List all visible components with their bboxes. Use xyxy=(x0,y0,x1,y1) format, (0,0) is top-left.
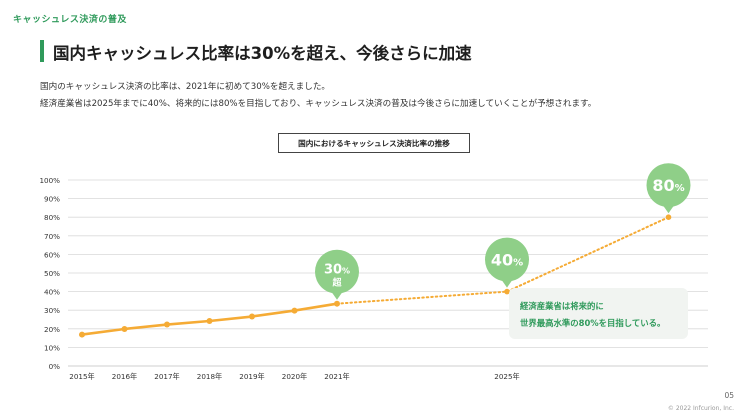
y-tick-label-0: 0% xyxy=(49,362,61,371)
bubble-40 xyxy=(485,237,529,282)
target-point-2 xyxy=(665,214,672,220)
bubble-sub-label-30: 超 xyxy=(331,277,342,289)
copyright: © 2022 Infcurion, Inc. xyxy=(667,405,734,412)
x-tick-label-2018: 2018年 xyxy=(197,372,222,381)
y-tick-label-30: 30% xyxy=(44,306,60,315)
x-tick-label-2019: 2019年 xyxy=(239,372,264,381)
y-tick-label-90: 90% xyxy=(44,195,60,204)
target-point-1 xyxy=(504,288,510,295)
bubble-label-40: 40% xyxy=(491,251,523,270)
page-number: 05 xyxy=(724,391,734,400)
y-tick-label-80: 80% xyxy=(44,213,60,222)
note-line-2: 世界最高水準の80%を目指している。 xyxy=(520,318,666,328)
y-tick-label-60: 60% xyxy=(44,250,60,259)
actual-point-2021 xyxy=(334,300,340,307)
actual-point-2018 xyxy=(206,317,213,324)
y-tick-label-40: 40% xyxy=(44,288,60,297)
bubble-30 xyxy=(315,249,359,294)
actual-point-2016 xyxy=(121,325,128,332)
chart-title: 国内におけるキャッシュレス決済比率の推移 xyxy=(278,133,470,153)
actual-point-2015 xyxy=(79,331,85,338)
y-tick-label-50: 50% xyxy=(44,269,60,278)
x-tick-label-2021: 2021年 xyxy=(324,372,349,381)
note-line-1: 経済産業省は将来的に xyxy=(520,301,604,311)
description-line-1: 国内のキャッシュレス決済の比率は、2021年に初めて30%を超えました。 xyxy=(40,82,331,92)
bubble-80 xyxy=(646,163,691,208)
note-box: 経済産業省は将来的に 世界最高水準の80%を目指している。 xyxy=(509,288,688,339)
bubble-label-80: 80% xyxy=(652,176,684,195)
section-label: キャッシュレス決済の普及 xyxy=(13,15,127,25)
x-tick-label-2015: 2015年 xyxy=(69,372,94,381)
y-tick-label-20: 20% xyxy=(44,325,60,334)
actual-point-2017 xyxy=(164,321,170,328)
page-title: 国内キャッシュレス比率は30%を超え、今後さらに加速 xyxy=(53,44,472,63)
actual-point-2019 xyxy=(249,313,255,320)
description-line-2: 経済産業省は2025年までに40%、将来的には80%を目指しており、キャッシュレ… xyxy=(40,99,597,109)
y-tick-label-100: 100% xyxy=(39,176,60,185)
x-tick-label-2016: 2016年 xyxy=(112,372,137,381)
bubble-label-30: 30% xyxy=(324,263,350,278)
y-tick-label-70: 70% xyxy=(44,232,60,241)
y-tick-label-10: 10% xyxy=(44,343,60,352)
title-accent-bar xyxy=(40,40,44,62)
x-tick-label-2017: 2017年 xyxy=(154,372,179,381)
x-tick-label-2020: 2020年 xyxy=(282,372,307,381)
actual-point-2020 xyxy=(291,307,298,314)
x-tick-label-2025: 2025年 xyxy=(494,372,519,381)
